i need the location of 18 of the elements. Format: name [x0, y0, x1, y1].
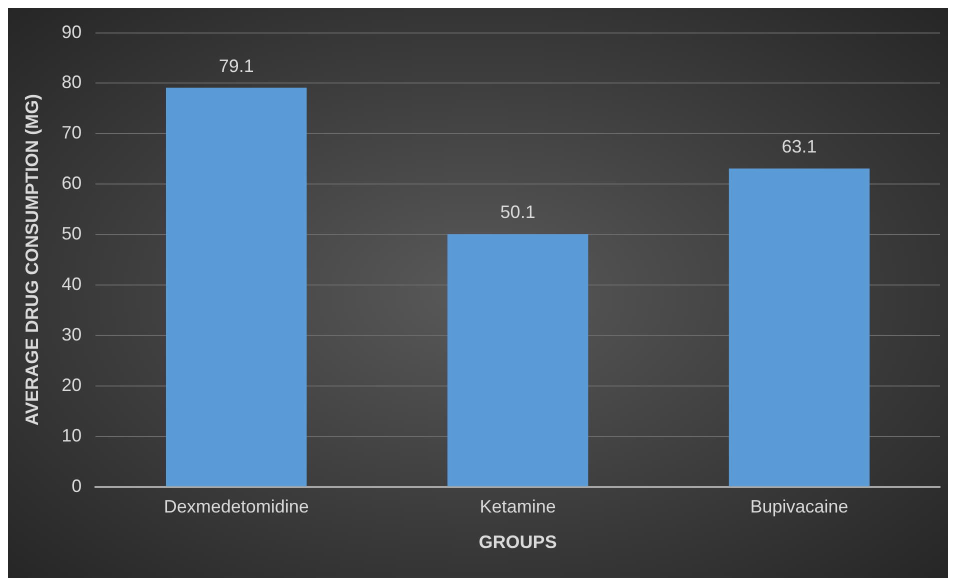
y-tick-label: 0: [72, 476, 82, 496]
data-label: 63.1: [782, 136, 817, 156]
x-tick-label: Ketamine: [480, 496, 556, 517]
y-tick-label: 10: [62, 425, 82, 446]
y-tick-label: 40: [62, 274, 82, 294]
y-tick-label: 70: [62, 122, 82, 143]
data-label: 50.1: [500, 202, 536, 222]
y-tick-label: 20: [62, 374, 82, 395]
x-tick-label: Bupivacaine: [750, 496, 848, 517]
x-axis-title: GROUPS: [478, 532, 557, 552]
y-axis-title: AVERAGE DRUG CONSUMPTION (MG): [22, 94, 42, 426]
y-tick-label: 50: [62, 224, 82, 244]
y-tick-label: 30: [62, 324, 82, 344]
y-tick-label: 90: [62, 22, 82, 42]
y-tick-label: 60: [62, 173, 82, 194]
y-tick-label: 80: [62, 72, 82, 92]
data-label: 79.1: [218, 56, 254, 76]
x-tick-label: Dexmedetomidine: [164, 496, 309, 517]
